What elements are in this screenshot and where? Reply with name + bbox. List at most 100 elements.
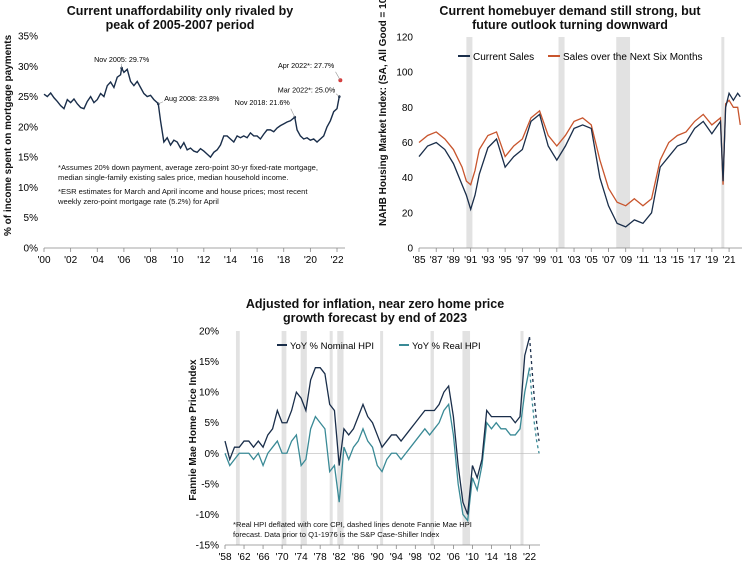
chart1-annotation-label: Nov 2018: 21.6%	[235, 98, 291, 107]
chart2-x-tick: '15	[671, 255, 684, 266]
chart1-x-tick: '22	[330, 255, 343, 266]
chart3-recession-band	[380, 331, 384, 545]
chart2-y-tick: 120	[396, 33, 413, 44]
chart2-x-tick: '89	[447, 255, 460, 266]
chart1-x-tick: '08	[144, 255, 157, 266]
chart3-recession-band	[337, 331, 344, 545]
chart3-y-tick: -10%	[196, 510, 219, 521]
chart1-annotation-leader	[158, 101, 164, 105]
chart1-y-tick: 15%	[18, 153, 38, 164]
chart1-title: Current unaffordability only rivaled by …	[66, 4, 294, 32]
chart3-y-tick: -15%	[196, 541, 219, 552]
chart3-recession-band	[281, 331, 287, 545]
chart3-y-tick: -5%	[201, 479, 219, 490]
chart2-x-tick: '95	[499, 255, 512, 266]
chart3-x-tick: '02	[428, 552, 441, 563]
chart3-x-tick: '58	[218, 552, 231, 563]
chart3-y-tick: 20%	[199, 327, 219, 338]
chart1-note-2: *ESR estimates for March and April incom…	[58, 187, 308, 206]
chart3-x-tick: '10	[466, 552, 479, 563]
chart1-plot: 35% 30% 25% 20% 15% 10% 5% 0%'00 '02 '04 '06 '08 '10…	[18, 32, 345, 266]
chart1-y-tick: 5%	[24, 213, 39, 224]
chart1-x-tick: '16	[251, 255, 264, 266]
chart2-x-tick: '07	[602, 255, 615, 266]
chart3-recession-band	[430, 331, 434, 545]
chart3-recession-band	[235, 331, 240, 545]
chart1-x-tick: '12	[197, 255, 210, 266]
chart2-recession-band	[721, 37, 725, 248]
chart2-y-tick: 20	[402, 208, 414, 219]
chart3-x-tick: '62	[238, 552, 251, 563]
chart1-x-tick: '04	[91, 255, 104, 266]
chart1-y-tick: 25%	[18, 92, 38, 103]
chart2-x-tick: '03	[568, 255, 581, 266]
chart3-recession-band	[520, 331, 524, 545]
chart2-x-tick: '13	[654, 255, 667, 266]
chart2-y-tick: 40	[402, 173, 414, 184]
chart3-x-tick: '94	[390, 552, 403, 563]
chart3-series-line-real	[224, 367, 531, 523]
chart2-x-tick: '17	[688, 255, 701, 266]
chart1-x-tick: '10	[171, 255, 184, 266]
chart3-y-tick: 15%	[199, 357, 219, 368]
chart1-annotation-leader	[335, 93, 340, 97]
chart1-x-tick: '06	[117, 255, 130, 266]
chart1-annotation-label: Nov 2005: 29.7%	[94, 55, 150, 64]
chart2-x-tick: '99	[533, 255, 546, 266]
chart2-recession-band	[616, 37, 631, 248]
chart1-x-tick: '20	[304, 255, 317, 266]
chart1-note-1: *Assumes 20% down payment, average zero-…	[58, 163, 319, 182]
chart1-annotation-label: Aug 2008: 23.8%	[164, 94, 220, 103]
chart1-annotation-leader	[290, 108, 296, 118]
chart2-x-tick: '87	[430, 255, 443, 266]
chart3-x-tick: '22	[523, 552, 536, 563]
chart2-x-tick: '21	[723, 255, 736, 266]
chart2-x-tick: '09	[619, 255, 632, 266]
chart3-recession-band	[329, 331, 333, 545]
chart2-x-tick: '93	[481, 255, 494, 266]
chart2-x-tick: '91	[464, 255, 477, 266]
chart2-title: Current homebuyer demand still strong, b…	[439, 4, 701, 32]
chart3-series-line-nominal	[224, 336, 531, 515]
chart2-x-tick: '85	[412, 255, 425, 266]
chart2-x-tick: '01	[550, 255, 563, 266]
chart3-x-tick: '86	[352, 552, 365, 563]
chart1-annotation-label: Apr 2022*: 27.7%	[278, 61, 335, 70]
chart2-legend-label: Current Sales	[473, 52, 534, 63]
chart3-x-tick: '82	[333, 552, 346, 563]
chart3-x-tick: '70	[276, 552, 289, 563]
chart3-x-tick: '14	[485, 552, 498, 563]
chart3-x-tick: '90	[371, 552, 384, 563]
chart2-plot: 120 100 80 60 40 20 0'85 '87 '89 '91 '93 '95 '97 '99 '…	[396, 33, 742, 266]
chart3-x-tick: '74	[295, 552, 308, 563]
chart2-series-line-current	[418, 91, 741, 228]
chart3-y-tick: 0%	[205, 449, 220, 460]
chart1-y-tick: 30%	[18, 62, 38, 73]
chart2-x-tick: '19	[705, 255, 718, 266]
chart3-recession-band	[300, 331, 307, 545]
chart3-forecast-line-real	[528, 367, 540, 454]
chart2-series-line-next-six-months	[418, 99, 741, 207]
chart1-x-tick: '14	[224, 255, 237, 266]
chart2-y-tick: 0	[407, 244, 413, 255]
chart3-x-tick: '66	[257, 552, 270, 563]
chart3-x-tick: '78	[314, 552, 327, 563]
chart1-y-tick: 20%	[18, 122, 38, 133]
chart1-x-tick: '00	[37, 255, 50, 266]
chart3-legend-label: YoY % Real HPI	[412, 341, 481, 352]
chart3-recession-band	[462, 331, 471, 545]
chart1-x-tick: '18	[277, 255, 290, 266]
chart2-y-tick: 80	[402, 103, 414, 114]
chart1-annotation-leader	[335, 71, 341, 81]
chart1-annotation-label: Mar 2022*: 25.0%	[278, 86, 336, 95]
chart2-legend-label: Sales over the Next Six Months	[563, 52, 703, 63]
chart1-y-tick: 35%	[18, 32, 38, 43]
chart1-x-tick: '02	[64, 255, 77, 266]
chart2-recession-band	[558, 37, 565, 248]
chart2-y-tick: 100	[396, 68, 413, 79]
chart2-y-tick: 60	[402, 138, 414, 149]
chart3-x-tick: '18	[504, 552, 517, 563]
chart3-note: *Real HPI deflated with core CPI, dashed…	[233, 520, 472, 539]
chart3-x-tick: '98	[409, 552, 422, 563]
